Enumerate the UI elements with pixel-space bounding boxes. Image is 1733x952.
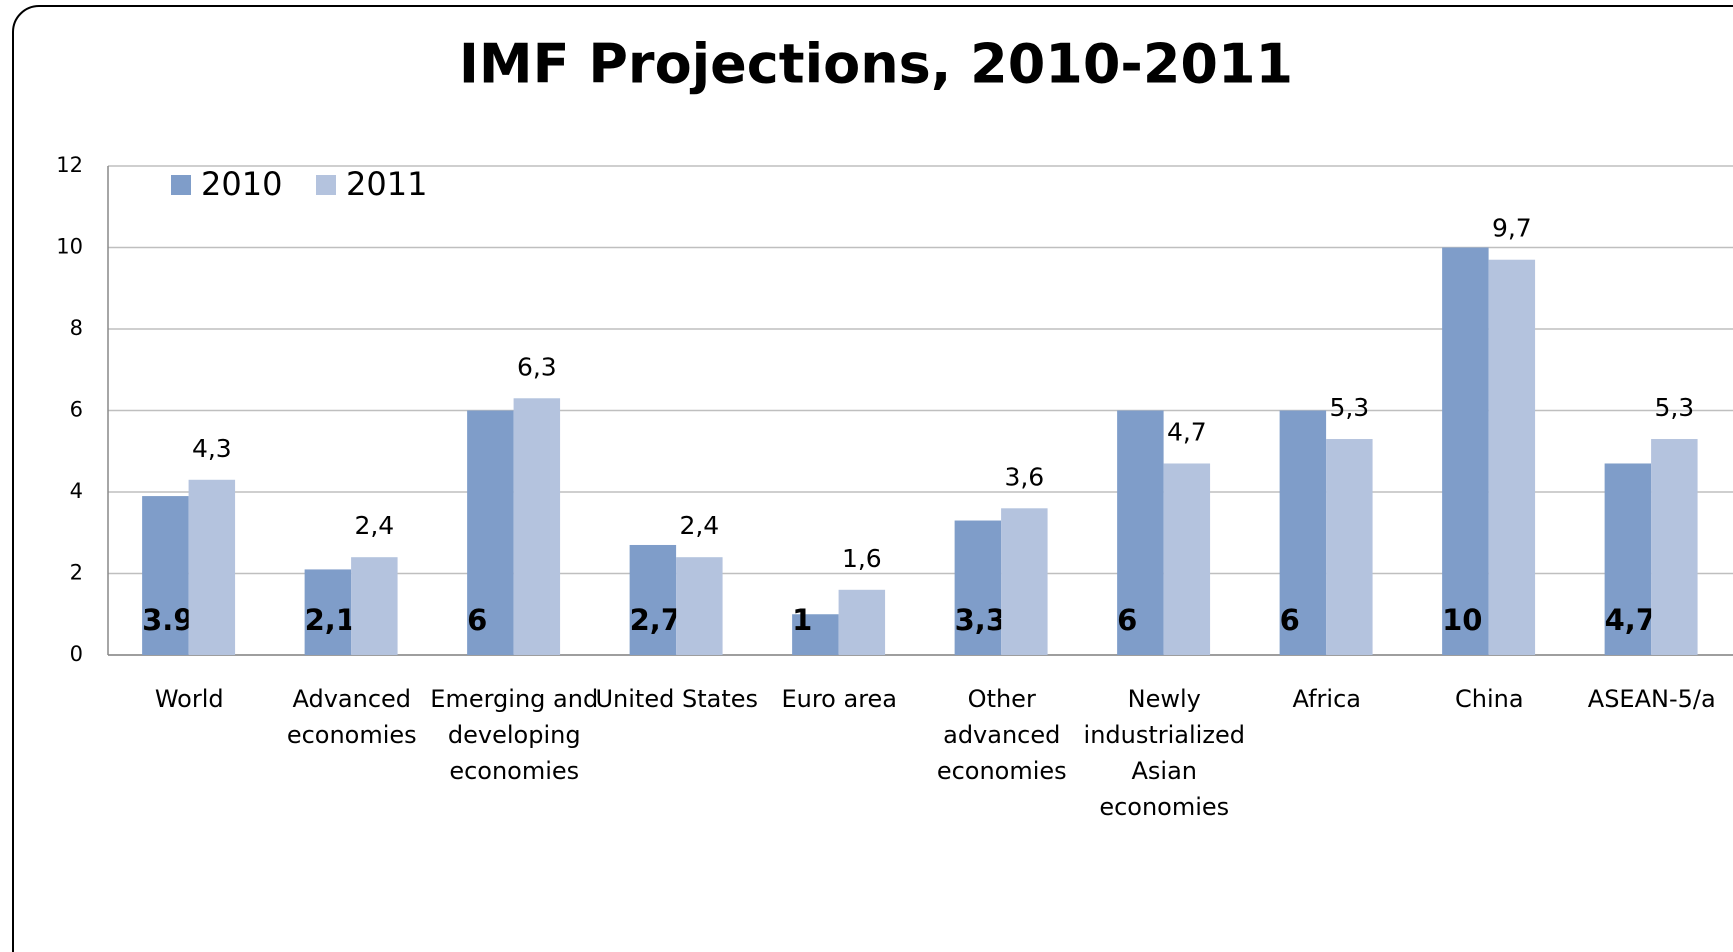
x-tick-label: ASEAN-5/a (1587, 685, 1716, 713)
x-tick-label: Africa (1292, 685, 1361, 713)
data-label: 4,7 (1605, 603, 1656, 637)
x-tick-label: Emerging and developing economies (430, 685, 599, 785)
bar (1651, 439, 1698, 655)
data-label: 9,7 (1492, 214, 1532, 243)
bar (1604, 463, 1652, 655)
y-tick-label: 12 (56, 153, 83, 177)
bar (1001, 508, 1048, 655)
y-tick-label: 4 (70, 479, 83, 503)
legend-label: 2010 (201, 165, 282, 203)
data-label: 5,3 (1654, 393, 1694, 422)
legend-swatch (316, 175, 336, 195)
x-tick-label: Other advanced economies (936, 685, 1067, 785)
y-tick-label: 2 (70, 561, 83, 585)
bar (1163, 463, 1211, 655)
data-label: 6 (467, 603, 487, 637)
x-tick-label: World (154, 685, 224, 713)
bar (304, 569, 352, 655)
data-label: 2,4 (679, 511, 719, 540)
bar (954, 520, 1002, 655)
x-tick-label: Euro area (781, 685, 898, 713)
data-label: 6 (1280, 603, 1300, 637)
bar (351, 557, 398, 655)
data-label: 4,7 (1167, 417, 1207, 446)
data-label: 6,3 (517, 352, 557, 381)
bar (513, 398, 561, 655)
bar (1442, 247, 1489, 655)
frame (12, 5, 1733, 952)
data-label: 5,3 (1329, 393, 1369, 422)
x-tick-label: China (1454, 685, 1524, 713)
x-tick-label: Newly industrialized Asian economies (1083, 685, 1245, 821)
data-label: 10 (1442, 603, 1482, 637)
bar (467, 410, 514, 655)
x-tick-label: United States (595, 685, 758, 713)
data-label: 2,1 (305, 603, 356, 637)
chart-title: IMF Projections, 2010-2011 (459, 33, 1293, 96)
data-label: 1 (792, 603, 812, 637)
bar (629, 544, 677, 655)
data-label: 3.9 (142, 603, 193, 637)
legend-swatch (171, 175, 191, 195)
bar (188, 479, 236, 655)
x-tick-label: Advanced economies (286, 685, 417, 749)
bar (1326, 439, 1373, 655)
data-label: 4,3 (192, 434, 232, 463)
bar (1117, 410, 1164, 655)
data-label: 2,4 (354, 511, 394, 540)
y-tick-label: 8 (70, 316, 83, 340)
data-label: 3,3 (955, 603, 1006, 637)
bar (142, 496, 189, 655)
bar (792, 614, 839, 655)
y-tick-label: 0 (70, 642, 83, 666)
data-label: 2,7 (630, 603, 681, 637)
y-tick-label: 6 (70, 398, 83, 422)
data-label: 6 (1117, 603, 1137, 637)
bar (1488, 259, 1536, 655)
data-label: 3,6 (1004, 462, 1044, 491)
data-label: 1,6 (842, 544, 882, 573)
bar (1279, 410, 1327, 655)
bar (838, 589, 886, 655)
bar (676, 557, 723, 655)
y-tick-label: 10 (56, 235, 83, 259)
legend-label: 2011 (346, 165, 427, 203)
